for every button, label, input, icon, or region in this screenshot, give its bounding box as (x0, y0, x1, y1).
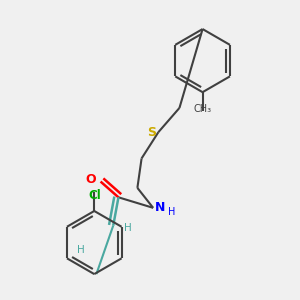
Text: H: H (124, 223, 131, 233)
Text: S: S (147, 126, 156, 139)
Text: H: H (168, 207, 175, 217)
Text: N: N (155, 201, 166, 214)
Text: O: O (86, 173, 96, 186)
Text: Cl: Cl (88, 189, 100, 202)
Text: CH₃: CH₃ (194, 104, 211, 114)
Text: H: H (77, 245, 85, 255)
